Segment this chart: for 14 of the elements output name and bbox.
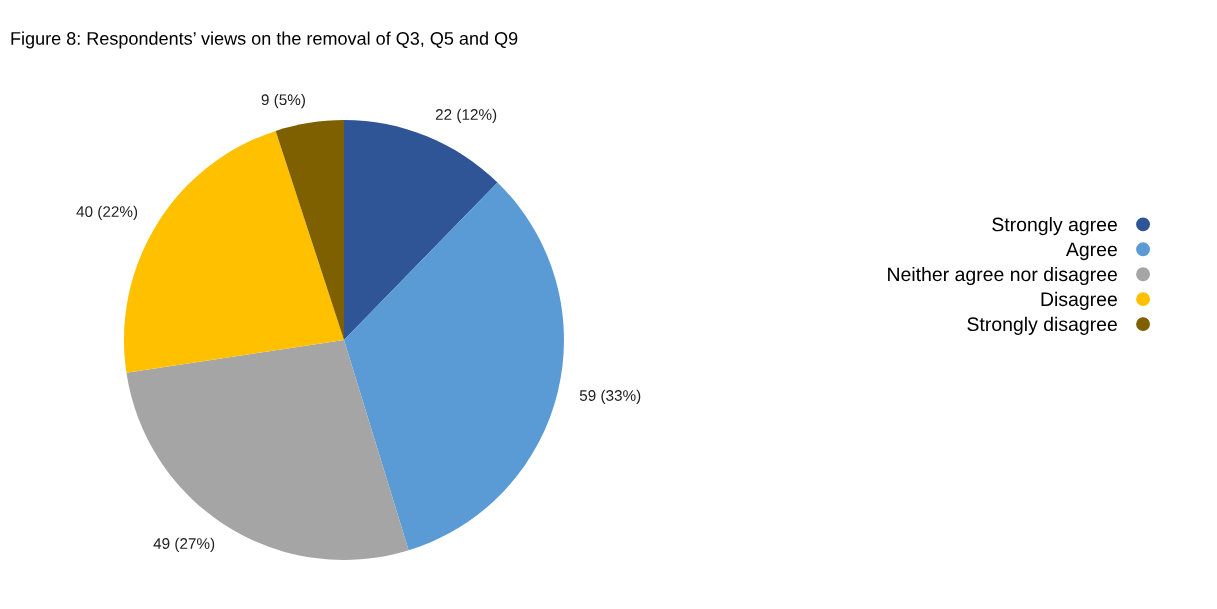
data-label: 40 (22%) (76, 205, 138, 221)
data-label: 9 (5%) (261, 93, 305, 109)
pie-slice (344, 182, 564, 551)
legend-label: Neither agree nor disagree (888, 266, 1117, 286)
data-label: 59 (33%) (579, 389, 641, 404)
chart-title: Figure 8: Respondents’ views on the removal of Q3, Q5 and Q9 (11, 31, 518, 49)
pie-slice (275, 120, 344, 340)
legend-label: Agree (1065, 242, 1117, 261)
legend-label: Disagree (1041, 291, 1117, 310)
data-label: 22 (12%) (435, 108, 497, 123)
pie-slice (126, 340, 409, 560)
legend-label: Strongly agree (992, 217, 1117, 236)
legend-label: Strongly disagree (967, 316, 1117, 335)
data-label: 49 (27%) (153, 537, 215, 552)
